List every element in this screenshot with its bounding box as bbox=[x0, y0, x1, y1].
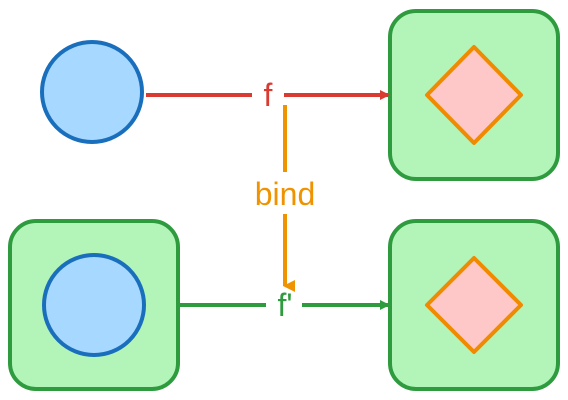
bind-label: bind bbox=[255, 176, 316, 212]
f-prime-label: f' bbox=[278, 287, 293, 323]
wrapped-value-circle bbox=[42, 253, 146, 357]
result-diamond-bottom bbox=[425, 256, 523, 354]
result-diamond-top bbox=[425, 45, 523, 145]
f-label: f bbox=[264, 77, 273, 113]
plain-value-circle bbox=[40, 40, 144, 144]
